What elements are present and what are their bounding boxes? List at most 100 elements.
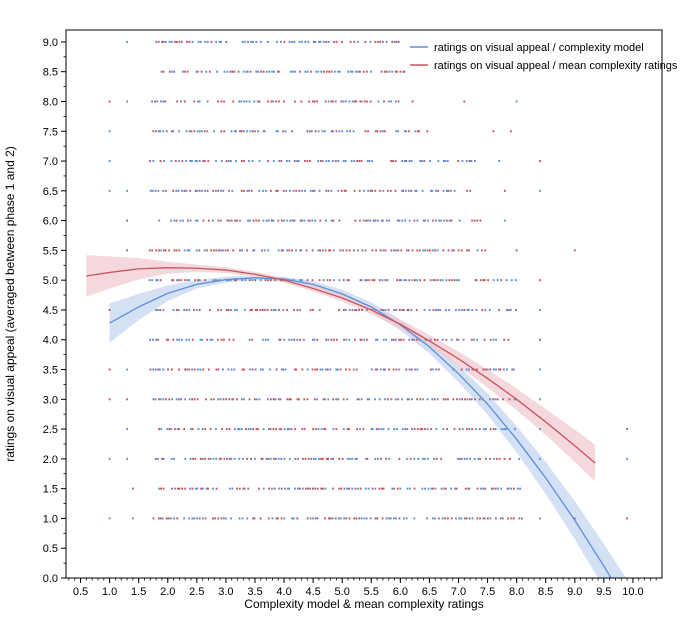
data-point bbox=[403, 130, 406, 133]
data-point bbox=[504, 219, 506, 222]
data-point bbox=[479, 487, 482, 490]
data-point bbox=[173, 249, 176, 252]
data-point bbox=[341, 457, 344, 460]
data-point bbox=[263, 130, 266, 133]
data-point bbox=[220, 130, 223, 133]
data-point bbox=[316, 487, 319, 490]
data-point bbox=[301, 189, 303, 192]
data-point bbox=[275, 100, 278, 103]
data-point bbox=[505, 279, 508, 282]
data-point bbox=[157, 457, 159, 460]
data-point bbox=[408, 338, 411, 341]
data-point bbox=[364, 130, 367, 133]
data-point bbox=[301, 487, 304, 490]
data-point bbox=[171, 398, 173, 401]
data-point bbox=[461, 398, 464, 401]
data-point bbox=[301, 457, 304, 460]
data-point bbox=[341, 130, 344, 133]
data-point bbox=[370, 428, 373, 431]
data-point bbox=[322, 249, 324, 252]
data-point bbox=[273, 308, 275, 311]
data-point bbox=[456, 398, 458, 401]
data-point bbox=[329, 517, 332, 520]
data-point bbox=[413, 457, 416, 460]
data-point bbox=[157, 308, 159, 311]
data-point bbox=[271, 70, 273, 73]
data-point bbox=[289, 398, 292, 401]
fit-line bbox=[109, 277, 612, 578]
data-point bbox=[458, 398, 461, 401]
data-point bbox=[501, 517, 504, 520]
data-point bbox=[369, 100, 372, 103]
data-point bbox=[183, 428, 186, 431]
data-point bbox=[175, 308, 178, 311]
data-point bbox=[366, 398, 369, 401]
data-point bbox=[336, 70, 339, 73]
data-point bbox=[275, 428, 278, 431]
data-point bbox=[301, 279, 303, 282]
data-point bbox=[172, 189, 175, 192]
data-point bbox=[507, 487, 510, 490]
data-point bbox=[293, 40, 296, 43]
data-point bbox=[461, 428, 464, 431]
data-point bbox=[342, 160, 345, 163]
data-point bbox=[366, 160, 369, 163]
data-point bbox=[189, 457, 192, 460]
data-point bbox=[492, 428, 495, 431]
data-point bbox=[306, 517, 309, 520]
data-point bbox=[219, 398, 222, 401]
data-point bbox=[365, 457, 368, 460]
data-point bbox=[308, 219, 311, 222]
data-point bbox=[154, 189, 157, 192]
data-point bbox=[342, 249, 345, 252]
data-point bbox=[180, 279, 183, 282]
data-point bbox=[338, 130, 341, 133]
data-point bbox=[329, 368, 332, 371]
data-point bbox=[495, 517, 497, 520]
data-point bbox=[269, 398, 272, 401]
data-point bbox=[154, 100, 157, 103]
data-point bbox=[174, 160, 177, 163]
data-point bbox=[443, 219, 446, 222]
data-point bbox=[388, 517, 391, 520]
data-point bbox=[328, 70, 331, 73]
data-point bbox=[482, 279, 485, 282]
data-point bbox=[492, 338, 495, 341]
data-point bbox=[320, 428, 323, 431]
data-point bbox=[250, 189, 253, 192]
data-point bbox=[408, 130, 410, 133]
data-point bbox=[500, 279, 503, 282]
data-point bbox=[391, 40, 394, 43]
data-point bbox=[258, 487, 260, 490]
data-point bbox=[435, 219, 437, 222]
data-point bbox=[360, 398, 363, 401]
data-point bbox=[252, 428, 254, 431]
data-point bbox=[229, 70, 232, 73]
data-point bbox=[441, 517, 444, 520]
data-point bbox=[316, 517, 319, 520]
data-point bbox=[198, 100, 201, 103]
data-point bbox=[345, 249, 348, 252]
data-point bbox=[379, 189, 382, 192]
data-point bbox=[414, 368, 417, 371]
data-point bbox=[488, 308, 491, 311]
data-point bbox=[500, 487, 503, 490]
data-point bbox=[252, 249, 255, 252]
data-point bbox=[254, 308, 257, 311]
data-point bbox=[453, 189, 456, 192]
data-point bbox=[319, 40, 322, 43]
data-point bbox=[344, 160, 347, 163]
data-point bbox=[267, 279, 270, 282]
data-point bbox=[185, 189, 188, 192]
data-point bbox=[422, 219, 425, 222]
data-point bbox=[211, 338, 214, 341]
data-point bbox=[319, 368, 322, 371]
data-point bbox=[455, 308, 457, 311]
data-point bbox=[384, 368, 387, 371]
data-point bbox=[508, 398, 511, 401]
data-point bbox=[314, 130, 317, 133]
data-point bbox=[178, 398, 180, 401]
data-point bbox=[338, 70, 341, 73]
data-point bbox=[268, 428, 270, 431]
data-point bbox=[411, 279, 414, 282]
